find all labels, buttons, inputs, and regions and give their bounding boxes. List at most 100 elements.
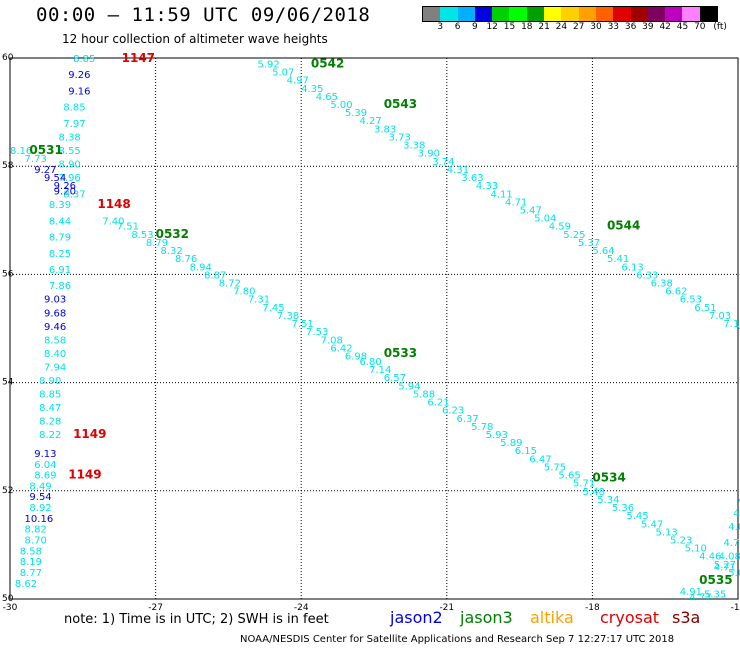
swh-value: 9.26 — [54, 181, 76, 192]
swh-value: 8.90 — [59, 159, 81, 170]
swh-value: 6.42 — [330, 343, 352, 354]
swh-value: 4.08 — [728, 522, 740, 533]
swh-value: 5.08 — [728, 568, 740, 579]
swh-value: 8.58 — [44, 335, 66, 346]
swh-value: 8.38 — [59, 132, 81, 143]
swh-value: 7.94 — [44, 362, 66, 373]
lon-tick-label: -27 — [148, 603, 163, 613]
lat-tick-label: 60 — [2, 53, 14, 63]
swh-value: 3.74 — [432, 157, 454, 168]
satellite-legend-altika: altika — [530, 608, 574, 627]
swh-value: 5.35 — [704, 590, 726, 601]
swh-value: 7.14 — [369, 365, 391, 376]
swh-value: 7.97 — [63, 119, 85, 130]
swh-value: 8.44 — [49, 216, 71, 227]
swh-value: 5.07 — [272, 68, 294, 79]
swh-value: 6.57 — [384, 373, 406, 384]
swh-value: 6.23 — [442, 406, 464, 417]
swh-value: 9.68 — [44, 308, 66, 319]
colorbar-labels: 3 6 9 12 15 18 21 24 27 30 33 36 39 42 45 70 (ft) — [422, 22, 740, 34]
colorbar-swatch — [647, 7, 666, 21]
map-subtitle: 12 hour collection of altimeter wave hei… — [62, 32, 328, 46]
footer-credit: NOAA/NESDIS Center for Satellite Applica… — [240, 634, 675, 645]
colorbar-swatch — [526, 7, 545, 21]
swh-value: 5.78 — [471, 422, 493, 433]
swh-value: 5.41 — [607, 254, 629, 265]
swh-value: 8.72 — [219, 279, 241, 290]
swh-value: 8.92 — [29, 503, 51, 514]
pass-time-label: 0532 — [156, 227, 189, 241]
swh-value: 5.48 — [583, 487, 605, 498]
swh-value: 9.26 — [68, 70, 90, 81]
pass-time-label: 0535 — [699, 573, 732, 587]
swh-value: 5.25 — [563, 230, 585, 241]
swh-value: 4.31 — [447, 165, 469, 176]
swh-value: 4.35 — [301, 84, 323, 95]
swh-value: 5.71 — [573, 479, 595, 490]
swh-value: 8.82 — [25, 525, 47, 536]
swh-value: 9.16 — [68, 86, 90, 97]
satellite-legend-s3a: s3a — [672, 608, 701, 627]
satellite-legend-cryosat: cryosat — [600, 608, 660, 627]
swh-value: 9.27 — [34, 165, 56, 176]
swh-value: 8.85 — [39, 389, 61, 400]
swh-value: 8.69 — [34, 471, 56, 482]
swh-value: 6.53 — [680, 295, 702, 306]
lat-tick-label: 58 — [2, 161, 14, 171]
pass-time-label: 0531 — [29, 143, 62, 157]
colorbar-label: 42 — [659, 22, 671, 32]
swh-value: 5.10 — [685, 544, 707, 555]
colorbar-label: 18 — [521, 22, 533, 32]
swh-value: 7.38 — [277, 311, 299, 322]
colorbar-swatch — [613, 7, 631, 21]
swh-value: 5.47 — [641, 519, 663, 530]
swh-value: 7.53 — [306, 327, 328, 338]
colorbar-label: 39 — [642, 22, 654, 32]
swh-value: 9.54 — [44, 173, 66, 184]
swh-value: 3.63 — [461, 173, 483, 184]
pass-time-label: 1147 — [122, 51, 155, 65]
swh-value: 8.40 — [44, 349, 66, 360]
swh-value: 6.51 — [694, 303, 716, 314]
colorbar-swatch — [474, 7, 493, 21]
colorbar-label: 36 — [624, 22, 637, 32]
swh-value: 6.33 — [636, 270, 658, 281]
swh-value: 7.11 — [723, 319, 740, 330]
swh-value: 5.45 — [626, 511, 648, 522]
swh-value: 8.22 — [39, 430, 61, 441]
pass-time-label: 1149 — [68, 468, 101, 482]
colorbar-swatch — [578, 7, 596, 21]
map-border — [9, 57, 739, 600]
swh-value: 6.21 — [427, 398, 449, 409]
swh-value: 8.47 — [39, 403, 61, 414]
swh-value: 7.31 — [248, 295, 270, 306]
colorbar-label: 30 — [590, 22, 602, 32]
swh-value: 5.93 — [486, 430, 508, 441]
swh-value: 8.55 — [59, 146, 81, 157]
lat-tick-label: 56 — [2, 269, 14, 279]
pass-time-label: 1149 — [73, 427, 106, 441]
colorbar-label: 15 — [503, 22, 516, 32]
swh-value: 8.62 — [15, 579, 37, 590]
swh-value: 3.83 — [374, 124, 396, 135]
pass-time-label: 0544 — [607, 219, 640, 233]
colorbar-swatch — [544, 7, 562, 21]
swh-value: 5.23 — [670, 535, 692, 546]
swh-value: 7.03 — [709, 311, 731, 322]
satellite-legend-jason3: jason3 — [460, 608, 513, 627]
lon-tick-label: -21 — [439, 603, 454, 613]
swh-value: 7.51 — [117, 222, 139, 233]
colorbar-unit-label: (ft) — [713, 22, 727, 32]
colorbar-swatch — [509, 7, 527, 21]
colorbar-swatch — [440, 7, 458, 21]
swh-value: 9.03 — [44, 295, 66, 306]
swh-value: 4.27 — [359, 116, 381, 127]
colorbar-label: 9 — [472, 22, 478, 32]
swh-value: 4.91 — [738, 495, 740, 506]
swh-value: 5.00 — [330, 100, 352, 111]
colorbar-label: 33 — [607, 22, 620, 32]
swh-value: 9.20 — [54, 187, 76, 198]
swh-value: 8.90 — [39, 376, 61, 387]
swh-value: 8.58 — [20, 546, 42, 557]
